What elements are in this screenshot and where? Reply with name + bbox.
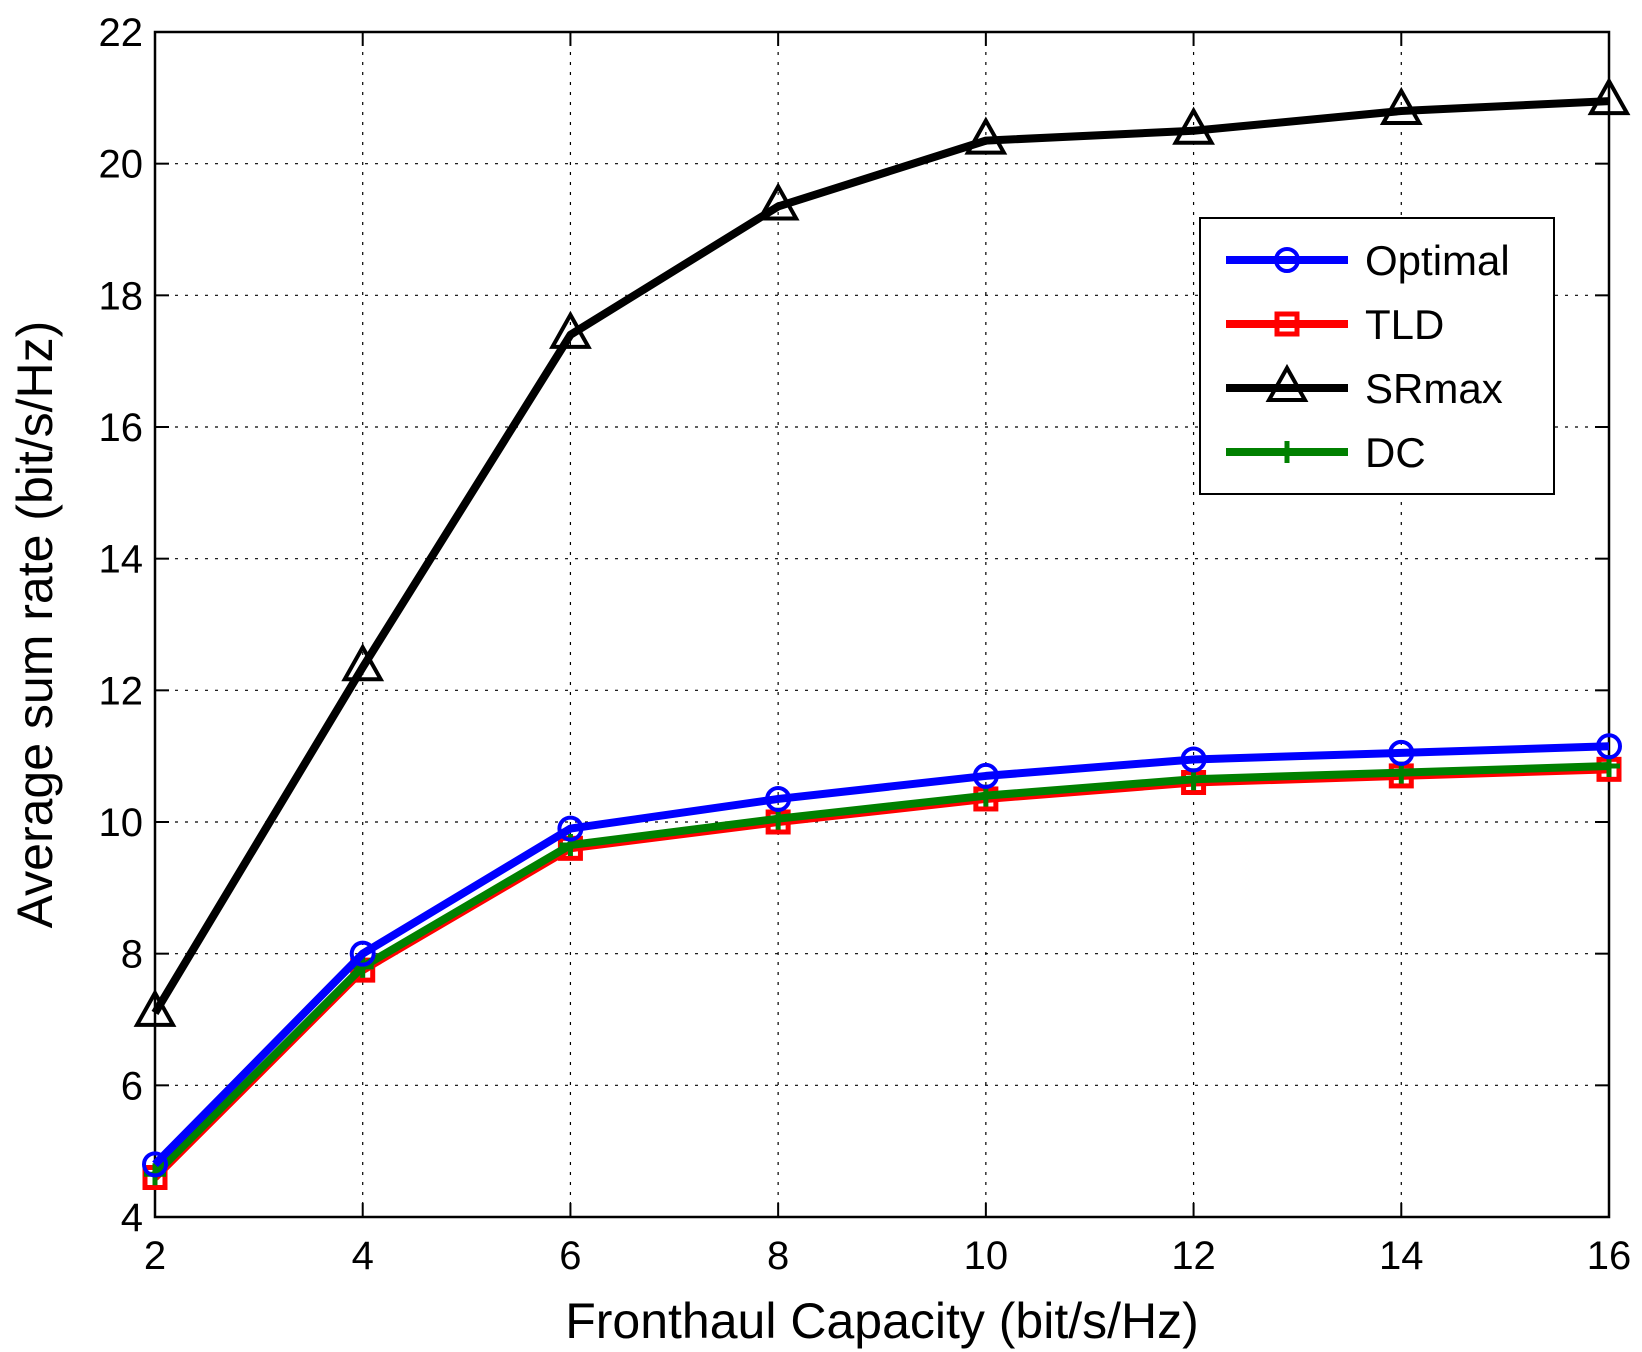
data-point-srmax (1172, 106, 1215, 145)
data-point-srmax (756, 182, 800, 221)
y-axis-label: Average sum rate (bit/s/Hz) (7, 321, 63, 929)
x-tick-label: 16 (1587, 1234, 1632, 1278)
y-tick-label: 4 (121, 1196, 143, 1240)
x-tick-label: 4 (352, 1234, 374, 1278)
legend-label-optimal: Optimal (1365, 237, 1510, 284)
y-tick-label: 20 (99, 143, 144, 187)
legend-item-optimal: Optimal (1226, 237, 1510, 284)
legend-label-dc: DC (1365, 429, 1426, 476)
y-tick-label: 16 (99, 406, 144, 450)
series-line-srmax (151, 97, 1610, 1015)
data-point-srmax (964, 116, 1008, 155)
data-point-optimal (349, 940, 376, 967)
legend-marker-optimal (1274, 247, 1300, 273)
data-point-srmax (1587, 77, 1631, 116)
data-point-optimal (972, 762, 999, 789)
legend-item-tld: TLD (1226, 301, 1444, 348)
legend-item-srmax: SRmax (1226, 363, 1503, 412)
legend-marker-srmax (1265, 363, 1309, 402)
legend: Optimal TLD SRmax DC (1199, 217, 1555, 495)
x-tick-label: 8 (767, 1234, 789, 1278)
data-point-optimal (1596, 733, 1622, 760)
legend-label-tld: TLD (1365, 301, 1444, 348)
legend-item-dc: DC (1226, 429, 1426, 476)
y-tick-label: 6 (121, 1064, 143, 1108)
legend-label-srmax: SRmax (1365, 365, 1503, 412)
x-tick-label: 2 (144, 1234, 166, 1278)
data-point-srmax (341, 643, 385, 682)
y-tick-label: 14 (99, 538, 144, 582)
data-point-dc (351, 955, 374, 978)
y-tick-label: 10 (99, 801, 144, 845)
plot-area-frame (153, 30, 1611, 1219)
series-tld (142, 756, 1622, 1190)
series-srmax (133, 77, 1631, 1027)
series-optimal (142, 733, 1622, 1178)
series-line-dc (152, 762, 1610, 1178)
y-tick-label: 12 (99, 669, 144, 713)
data-point-optimal (142, 1151, 168, 1178)
x-axis-label: Fronthaul Capacity (bit/s/Hz) (565, 1293, 1199, 1349)
data-point-srmax (1379, 86, 1423, 125)
y-tick-label: 18 (99, 274, 144, 318)
data-point-srmax (549, 310, 592, 349)
x-tick-label: 12 (1171, 1234, 1216, 1278)
legend-marker-dc (1276, 441, 1298, 463)
series-dc (144, 755, 1620, 1186)
data-point-optimal (765, 785, 792, 812)
data-point-optimal (1388, 739, 1415, 766)
y-tick-label: 8 (121, 933, 143, 977)
series-line-optimal (152, 742, 1610, 1168)
grid (155, 32, 1609, 1217)
data-point-srmax (133, 988, 177, 1027)
x-tick-label: 14 (1379, 1234, 1424, 1278)
data-point-optimal (1180, 746, 1207, 773)
x-tick-label: 6 (559, 1234, 581, 1278)
series-group (133, 77, 1631, 1190)
legend-marker-tld (1274, 311, 1300, 337)
data-point-optimal (557, 815, 584, 842)
y-tick-label: 22 (99, 11, 144, 55)
x-tick-label: 10 (964, 1234, 1009, 1278)
